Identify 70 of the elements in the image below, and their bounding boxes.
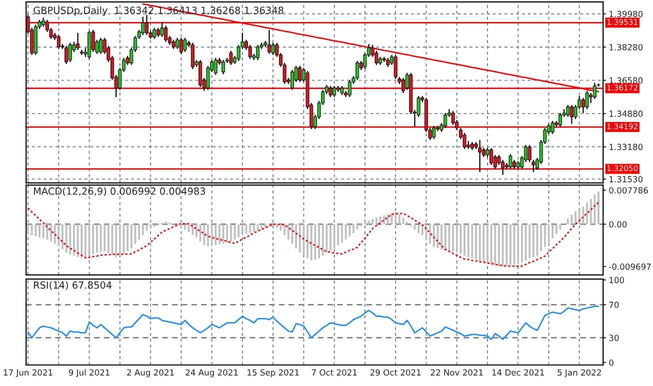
candlestick — [76, 32, 80, 50]
y-tick-label: 30 — [609, 334, 619, 342]
candlestick — [328, 85, 332, 98]
candlestick — [508, 153, 512, 170]
x-tick-label: 15 Sep 2021 — [248, 369, 299, 378]
candlestick — [141, 16, 145, 36]
candlestick — [550, 120, 554, 134]
candlestick — [222, 59, 226, 75]
candlestick — [592, 82, 596, 100]
candlestick — [144, 14, 148, 36]
line-series — [27, 306, 600, 340]
candlestick — [356, 60, 360, 80]
candlestick — [394, 54, 398, 80]
candlestick — [152, 27, 156, 40]
candlestick — [490, 147, 494, 166]
x-tick-label: 17 Jun 2021 — [4, 369, 52, 378]
candlestick — [214, 57, 218, 76]
chart-title: RSI(14) 67.8504 — [34, 281, 112, 290]
candlestick — [444, 112, 448, 129]
candlestick — [164, 25, 168, 42]
candlestick — [558, 112, 562, 128]
candlestick — [198, 59, 202, 88]
y-tick-label: 1.31530 — [610, 176, 643, 182]
candlestick — [570, 104, 574, 124]
candlestick — [183, 37, 187, 53]
candlestick — [56, 34, 60, 50]
x-tick-label: 22 Nov 2021 — [430, 369, 483, 376]
candlestick — [268, 29, 271, 54]
y-tick-label: 100 — [610, 276, 624, 284]
y-tick-label: 1.33180 — [610, 144, 643, 150]
candlestick — [256, 44, 260, 61]
y-tick-label: 1.34880 — [610, 110, 643, 117]
y-tick-label: 1.38280 — [610, 44, 643, 50]
candlestick — [229, 50, 233, 66]
candlestick — [190, 42, 194, 70]
candlestick — [99, 37, 103, 54]
y-tick-label: 1.36580 — [610, 77, 643, 84]
x-tick-label: 9 Jul 2021 — [68, 369, 110, 378]
candlestick — [585, 90, 589, 110]
x-tick-label: 29 Oct 2021 — [370, 369, 421, 376]
y-tick-label: 0.007786 — [609, 187, 648, 194]
x-tick-label: 14 Dec 2021 — [492, 369, 544, 376]
candlestick — [332, 85, 336, 98]
candlestick — [160, 21, 164, 38]
line-series — [27, 202, 600, 267]
y-tick-label: 70 — [609, 302, 619, 308]
x-tick-label: 7 Oct 2021 — [312, 369, 357, 376]
candlestick — [462, 132, 466, 150]
candlestick — [501, 159, 505, 176]
candlestick — [176, 37, 180, 50]
candlestick — [179, 37, 183, 54]
candlestick — [298, 65, 302, 82]
candlestick — [566, 104, 570, 118]
x-tick-label: 24 Aug 2021 — [186, 369, 238, 378]
candlestick — [478, 139, 482, 173]
candlestick — [64, 45, 68, 64]
x-tick-label: 5 Jan 2022 — [558, 369, 601, 378]
y-tick-label: 0.00 — [609, 221, 627, 228]
candlestick — [432, 125, 436, 140]
candlestick — [402, 77, 405, 94]
candlestick — [290, 69, 294, 90]
x-tick-label: 2 Aug 2021 — [127, 369, 174, 378]
y-tick-label: 0 — [609, 360, 614, 366]
chart-title: MACD(12,26,9) 0.006992 0.004983 — [34, 187, 206, 196]
y-tick-label: -0.009697 — [609, 264, 651, 270]
candlestick — [248, 44, 252, 60]
candlestick — [348, 79, 352, 98]
y-tick-label: 1.39980 — [610, 10, 643, 18]
candlestick — [528, 144, 532, 163]
candlestick — [68, 42, 72, 63]
